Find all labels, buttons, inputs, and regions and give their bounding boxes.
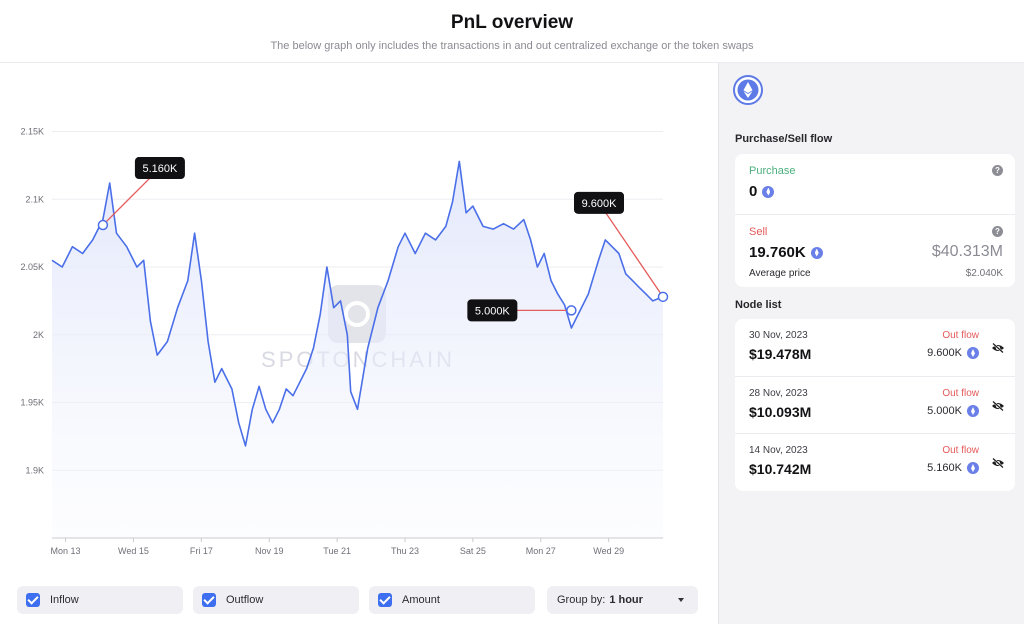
group-by-select[interactable]: Group by: 1 hour bbox=[547, 586, 698, 614]
checkbox-checked-icon bbox=[378, 593, 392, 607]
page-title: PnL overview bbox=[450, 12, 574, 33]
price-area bbox=[52, 161, 663, 538]
purchase-label: Purchase bbox=[749, 165, 796, 177]
eth-coin-icon bbox=[810, 246, 823, 259]
list-item[interactable]: 14 Nov, 2023 $10.742M Out flow 5.160K bbox=[735, 433, 1015, 492]
annotation-label: 5.160K bbox=[142, 163, 178, 175]
node-date: 14 Nov, 2023 bbox=[749, 445, 808, 456]
annotation-connector bbox=[598, 202, 664, 298]
node-amount-value: 9.600K bbox=[927, 347, 962, 359]
node-amount: 9.600K bbox=[927, 347, 979, 359]
amount-checkbox[interactable]: Amount bbox=[369, 586, 535, 614]
node-amount: 5.000K bbox=[927, 405, 979, 417]
caret-down-icon bbox=[678, 598, 684, 602]
sell-label: Sell bbox=[749, 226, 768, 238]
chart-controls: Inflow Outflow Amount Group by: 1 hour bbox=[0, 578, 718, 624]
y-tick-label: 2.1K bbox=[25, 194, 44, 204]
eye-off-icon[interactable] bbox=[991, 401, 1005, 411]
x-tick-label: Wed 29 bbox=[593, 546, 624, 556]
node-list: 30 Nov, 2023 $19.478M Out flow 9.600K 28… bbox=[735, 319, 1015, 491]
x-tick-label: Tue 21 bbox=[323, 546, 351, 556]
node-usd-value: $19.478M bbox=[749, 346, 812, 362]
eth-coin-icon bbox=[762, 185, 775, 198]
outflow-checkbox[interactable]: Outflow bbox=[193, 586, 359, 614]
node-date: 30 Nov, 2023 bbox=[749, 330, 808, 341]
sell-usd-value: $40.313M bbox=[931, 243, 1003, 260]
y-tick-label: 1.9K bbox=[25, 465, 44, 475]
annotation-point bbox=[657, 291, 669, 303]
x-tick-label: Nov 19 bbox=[255, 546, 284, 556]
x-tick-label: Mon 27 bbox=[526, 546, 556, 556]
node-amount: 5.160K bbox=[927, 462, 979, 474]
pnl-chart: SPOTONCHAIN 1.9K1.95K2K2.05K2.1K2.15KMon… bbox=[20, 127, 669, 556]
node-flow-type: Out flow bbox=[942, 445, 979, 456]
eth-coin-icon bbox=[967, 462, 979, 474]
annotation-label: 5.000K bbox=[475, 305, 511, 317]
purchase-amount: 0 bbox=[749, 183, 775, 200]
x-tick-label: Fri 17 bbox=[190, 546, 213, 556]
annotation-box bbox=[574, 191, 624, 214]
side-panel: Purchase/Sell flow Purchase ? 0 Sell ? 1… bbox=[718, 63, 1024, 624]
purchase-amount-value: 0 bbox=[749, 183, 758, 200]
node-flow-type: Out flow bbox=[942, 388, 979, 399]
amount-label: Amount bbox=[402, 594, 440, 606]
group-by-label: Group by: bbox=[557, 594, 606, 606]
purchase-sell-title: Purchase/Sell flow bbox=[735, 133, 833, 145]
annotation-box bbox=[467, 299, 518, 322]
page-header: PnL overview The below graph only includ… bbox=[0, 0, 1024, 63]
node-list-title: Node list bbox=[735, 299, 782, 311]
page-subtitle: The below graph only includes the transa… bbox=[270, 40, 754, 52]
x-tick-label: Thu 23 bbox=[391, 546, 419, 556]
purchase-sell-card: Purchase ? 0 Sell ? 19.760K $40.313M Ave… bbox=[735, 154, 1015, 287]
price-line bbox=[51, 160, 664, 447]
inflow-label: Inflow bbox=[50, 594, 79, 606]
purchase-row: Purchase ? 0 bbox=[735, 154, 1015, 214]
y-tick-label: 2.15K bbox=[20, 127, 44, 137]
node-usd-value: $10.742M bbox=[749, 461, 812, 477]
x-tick-label: Sat 25 bbox=[460, 546, 486, 556]
eth-coin-icon bbox=[967, 347, 979, 359]
help-icon[interactable]: ? bbox=[992, 226, 1003, 237]
annotation-point bbox=[97, 219, 109, 231]
sell-amount: 19.760K bbox=[749, 244, 823, 261]
average-price-label: Average price bbox=[749, 268, 811, 279]
list-item[interactable]: 30 Nov, 2023 $19.478M Out flow 9.600K bbox=[735, 319, 1015, 376]
annotation-box bbox=[134, 157, 185, 180]
checkbox-checked-icon bbox=[202, 593, 216, 607]
sell-amount-value: 19.760K bbox=[749, 244, 806, 261]
sell-row: Sell ? 19.760K $40.313M Average price $2… bbox=[735, 214, 1015, 288]
checkbox-checked-icon bbox=[26, 593, 40, 607]
y-tick-label: 2K bbox=[33, 330, 44, 340]
eye-off-icon[interactable] bbox=[991, 458, 1005, 468]
eye-off-icon[interactable] bbox=[991, 343, 1005, 353]
node-date: 28 Nov, 2023 bbox=[749, 388, 808, 399]
help-icon[interactable]: ? bbox=[992, 165, 1003, 176]
y-tick-label: 1.95K bbox=[20, 398, 44, 408]
node-amount-value: 5.160K bbox=[927, 462, 962, 474]
ethereum-icon bbox=[733, 75, 763, 105]
annotation-label: 9.600K bbox=[582, 198, 618, 210]
group-by-value: 1 hour bbox=[609, 594, 643, 606]
y-tick-label: 2.05K bbox=[20, 262, 44, 272]
x-tick-label: Wed 15 bbox=[118, 546, 149, 556]
node-flow-type: Out flow bbox=[942, 330, 979, 341]
average-price-value: $2.040K bbox=[965, 268, 1003, 279]
eth-coin-icon bbox=[967, 405, 979, 417]
node-amount-value: 5.000K bbox=[927, 405, 962, 417]
annotation-point bbox=[566, 305, 577, 316]
inflow-checkbox[interactable]: Inflow bbox=[17, 586, 183, 614]
outflow-label: Outflow bbox=[226, 594, 264, 606]
list-item[interactable]: 28 Nov, 2023 $10.093M Out flow 5.000K bbox=[735, 376, 1015, 434]
x-tick-label: Mon 13 bbox=[51, 546, 81, 556]
node-usd-value: $10.093M bbox=[749, 404, 812, 420]
